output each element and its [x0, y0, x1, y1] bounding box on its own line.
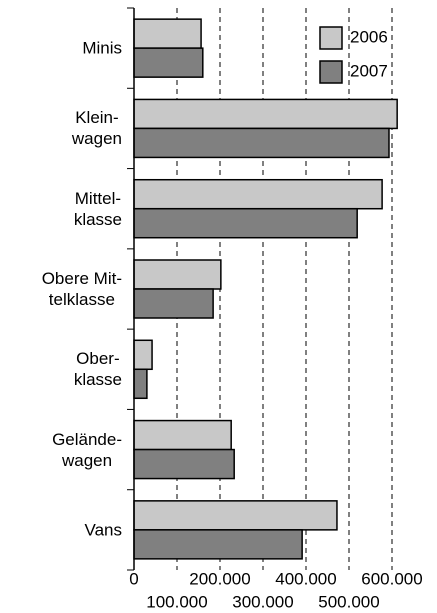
bar: [133, 419, 232, 451]
bar: [133, 259, 222, 290]
legend-label: 2007: [350, 61, 388, 80]
bar: [133, 98, 398, 130]
bar: [133, 339, 153, 371]
bar: [133, 18, 202, 49]
bar: [133, 47, 204, 78]
y-tick-label: Vans: [84, 520, 123, 540]
bar: [133, 368, 148, 400]
y-tick-label: Klein- wagen: [71, 108, 122, 149]
x-tick-label: 400.000: [275, 569, 336, 588]
y-tick-label: Minis: [82, 38, 122, 58]
bar: [133, 127, 390, 159]
legend-swatch: [319, 26, 343, 50]
y-tick-label: Ober- klasse: [73, 349, 122, 390]
y-tick-label: Mittel- klasse: [73, 188, 122, 229]
bar: [133, 529, 303, 560]
bar: [133, 500, 338, 531]
x-tick-label: 600.000: [361, 569, 422, 588]
bar: [133, 178, 383, 210]
legend-swatch: [319, 60, 343, 84]
y-tick-label: Obere Mit- telklasse: [41, 269, 122, 309]
x-tick-label: 200.000: [189, 569, 250, 588]
x-tick-label: 500.000: [318, 592, 379, 611]
x-tick-label: 100.000: [146, 592, 207, 611]
y-tick-label: Gelände- wagen: [52, 429, 122, 470]
bar: [133, 207, 358, 239]
x-tick-label: 300.000: [232, 592, 293, 611]
bar: [133, 448, 235, 480]
bar: [133, 288, 214, 319]
legend-label: 2006: [350, 27, 388, 46]
x-tick-label: 0: [129, 569, 138, 588]
